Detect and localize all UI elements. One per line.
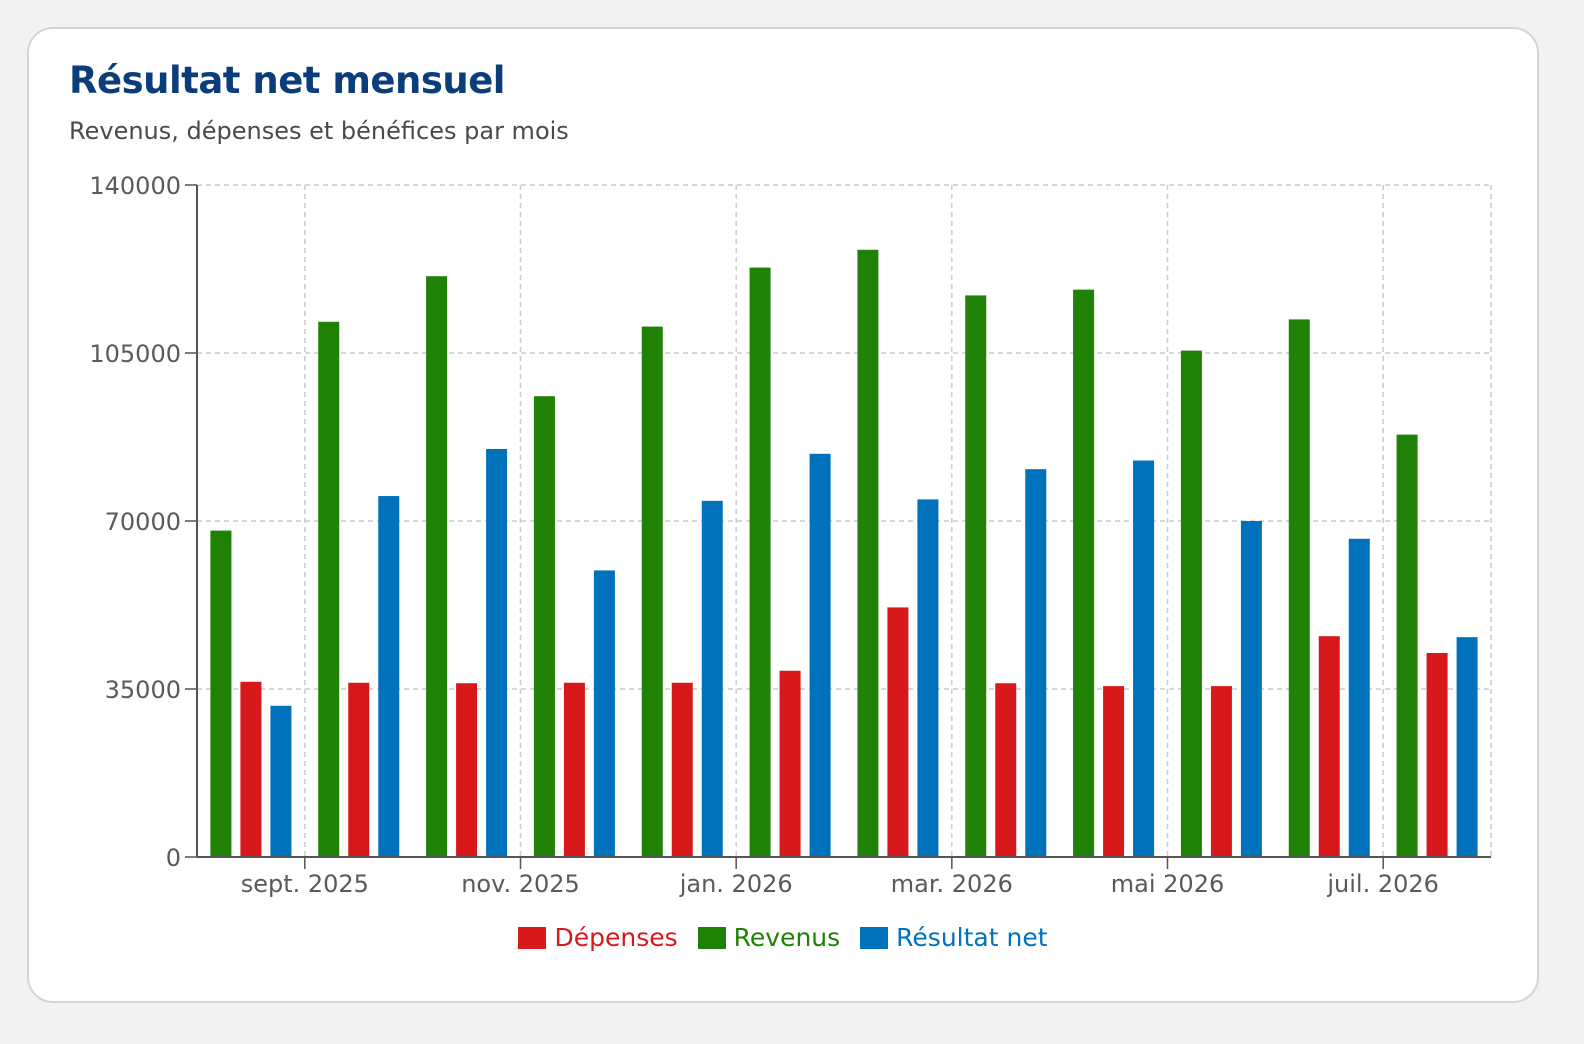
bar-resultat-net (593, 570, 615, 857)
bar-depenses (887, 607, 909, 857)
chart-legend: Dépenses Revenus Résultat net (29, 923, 1537, 952)
bar-revenus (1288, 319, 1310, 857)
bar-revenus (641, 326, 663, 858)
bar-depenses (1103, 686, 1125, 857)
y-tick-label: 105000 (89, 340, 181, 368)
bar-depenses (779, 670, 801, 857)
bar-revenus (1396, 434, 1418, 857)
bar-resultat-net (1348, 538, 1370, 857)
bar-resultat-net (1240, 521, 1262, 857)
y-tick-label: 140000 (89, 172, 181, 200)
bar-depenses (563, 682, 585, 857)
x-tick-label: jan. 2026 (679, 870, 793, 898)
bar-resultat-net (917, 499, 939, 857)
x-tick-label: sept. 2025 (241, 870, 369, 898)
x-tick-label: juil. 2026 (1326, 870, 1439, 898)
bar-chart: 0 35000 70000 105000 140000 sept. 2025 nov. 20… (89, 172, 1492, 898)
legend-item-resultat-net[interactable]: Résultat net (860, 923, 1048, 952)
bar-depenses (240, 681, 262, 857)
bar-resultat-net (1456, 637, 1478, 857)
bar-depenses (1318, 636, 1340, 857)
bar-resultat-net (809, 453, 831, 857)
bar-revenus (749, 267, 771, 857)
legend-label-depenses: Dépenses (554, 923, 678, 952)
bar-depenses (1426, 653, 1448, 857)
bar-depenses (348, 682, 370, 857)
chart-title: Résultat net mensuel (69, 59, 506, 102)
bar-revenus (1180, 350, 1202, 857)
legend-swatch-revenus (697, 926, 726, 949)
bar-resultat-net (378, 496, 400, 857)
bar-depenses (995, 683, 1017, 857)
legend-item-depenses[interactable]: Dépenses (518, 923, 678, 952)
bar-revenus (533, 396, 555, 857)
bar-resultat-net (1025, 469, 1047, 857)
bar-resultat-net (701, 500, 723, 857)
x-tick-label: mar. 2026 (891, 870, 1013, 898)
bar-resultat-net (486, 449, 508, 857)
bar-depenses (1210, 686, 1232, 857)
legend-swatch-depenses (518, 926, 547, 949)
bar-revenus (318, 321, 340, 857)
x-tick-label: mai 2026 (1111, 870, 1224, 898)
bar-revenus (210, 530, 232, 857)
legend-item-revenus[interactable]: Revenus (697, 923, 841, 952)
bar-revenus (965, 295, 987, 857)
chart-subtitle: Revenus, dépenses et bénéfices par mois (69, 117, 569, 145)
y-tick-label: 0 (166, 844, 181, 872)
bar-revenus (426, 276, 448, 857)
chart-card: Résultat net mensuel Revenus, dépenses e… (27, 27, 1539, 1003)
bar-resultat-net (1133, 460, 1155, 857)
y-tick-label: 70000 (105, 508, 181, 536)
legend-label-resultat-net: Résultat net (896, 923, 1048, 952)
bar-depenses (671, 682, 693, 857)
x-tick-label: nov. 2025 (461, 870, 580, 898)
bar-depenses (456, 683, 478, 857)
bar-resultat-net (270, 705, 292, 857)
legend-swatch-resultat-net (860, 926, 889, 949)
bar-revenus (1073, 289, 1095, 857)
y-tick-label: 35000 (105, 676, 181, 704)
bar-revenus (857, 249, 879, 858)
legend-label-revenus: Revenus (733, 923, 841, 952)
